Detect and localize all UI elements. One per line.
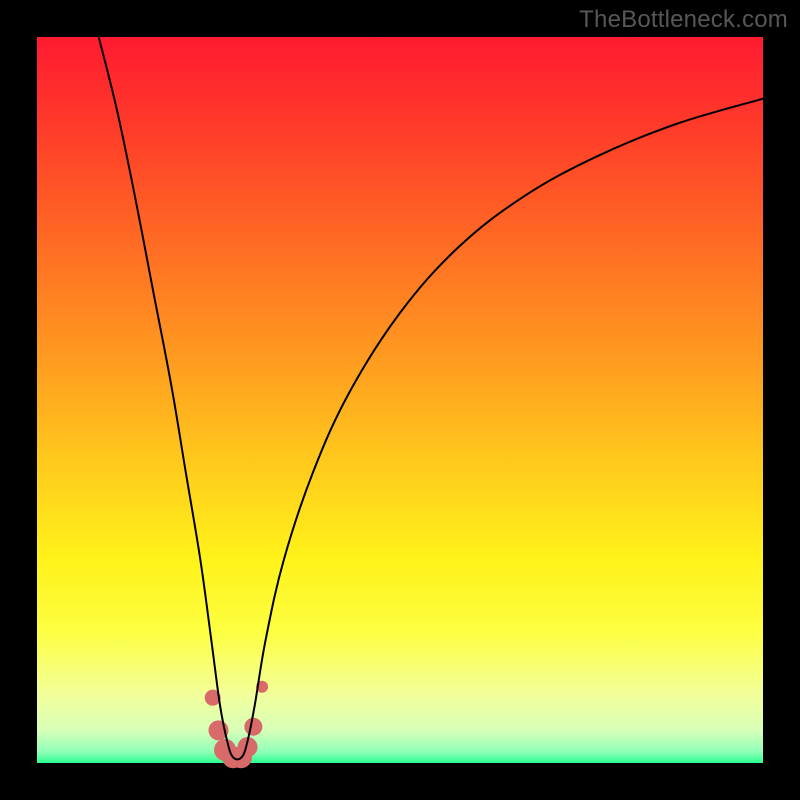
chart-gradient-background: [37, 37, 763, 763]
chart-canvas: TheBottleneck.com: [0, 0, 800, 800]
bottleneck-marker: [244, 718, 262, 736]
watermark-text: TheBottleneck.com: [579, 6, 788, 34]
chart-svg: [0, 0, 800, 800]
